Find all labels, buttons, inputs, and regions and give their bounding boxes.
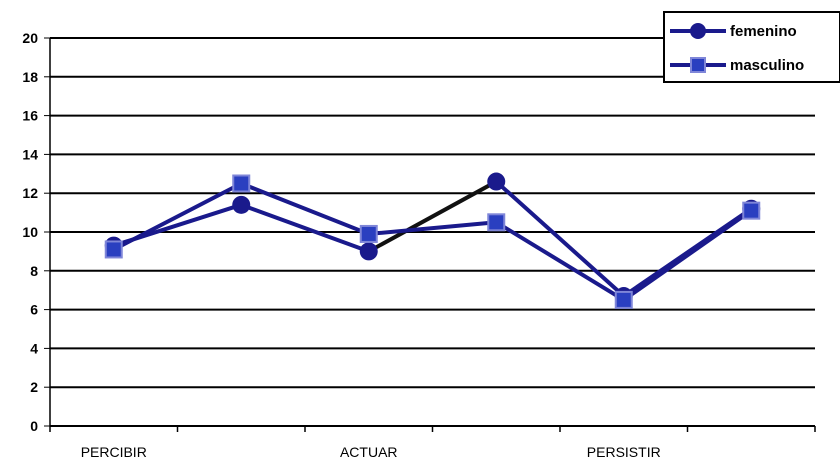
series-layer bbox=[104, 172, 761, 309]
y-tick-label: 2 bbox=[30, 379, 38, 395]
y-tick-label: 16 bbox=[22, 108, 38, 124]
legend-label-femenino: femenino bbox=[730, 23, 797, 40]
series-line-femenino bbox=[239, 202, 371, 254]
legend-marker-femenino bbox=[690, 23, 706, 39]
series-line-femenino bbox=[494, 179, 626, 299]
data-point-femenino bbox=[232, 195, 251, 214]
x-tick-label: PERSISTIR bbox=[587, 444, 661, 460]
y-tick-label: 0 bbox=[30, 418, 38, 434]
legend-label-masculino: masculino bbox=[730, 57, 804, 74]
x-tick-label: PERCIBIR bbox=[81, 444, 147, 460]
y-tick-label: 18 bbox=[22, 69, 38, 85]
y-tick-label: 14 bbox=[22, 146, 38, 162]
legend: femenino masculino bbox=[663, 11, 840, 83]
series-line-masculino bbox=[239, 181, 371, 236]
data-point-masculino bbox=[359, 224, 378, 243]
data-point-masculino bbox=[232, 174, 251, 193]
data-point-masculino bbox=[742, 201, 761, 220]
x-tick-label: ACTUAR bbox=[340, 444, 398, 460]
axis-layer: 0 2 4 6 8 10 12 14 16 18 20 PERCIBIR ACTUAR PERSISTIR bbox=[22, 30, 816, 460]
grid-layer bbox=[50, 37, 815, 389]
series-line-masculino bbox=[111, 181, 244, 252]
y-tick-label: 10 bbox=[22, 224, 38, 240]
data-point-femenino bbox=[359, 242, 378, 261]
data-point-masculino bbox=[487, 213, 506, 232]
y-tick-label: 6 bbox=[30, 302, 38, 318]
y-tick-label: 8 bbox=[30, 263, 38, 279]
series-line-masculino bbox=[494, 220, 626, 302]
data-point-masculino bbox=[104, 240, 123, 259]
series-line-femenino bbox=[366, 179, 499, 254]
y-tick-label: 4 bbox=[30, 340, 38, 356]
series-line-masculino bbox=[621, 208, 754, 302]
y-tick-label: 20 bbox=[22, 30, 38, 46]
series-line-masculino bbox=[366, 220, 499, 236]
data-point-femenino bbox=[487, 172, 506, 191]
y-tick-label: 12 bbox=[22, 185, 38, 201]
data-point-masculino bbox=[614, 290, 633, 309]
legend-marker-masculino bbox=[690, 57, 706, 73]
